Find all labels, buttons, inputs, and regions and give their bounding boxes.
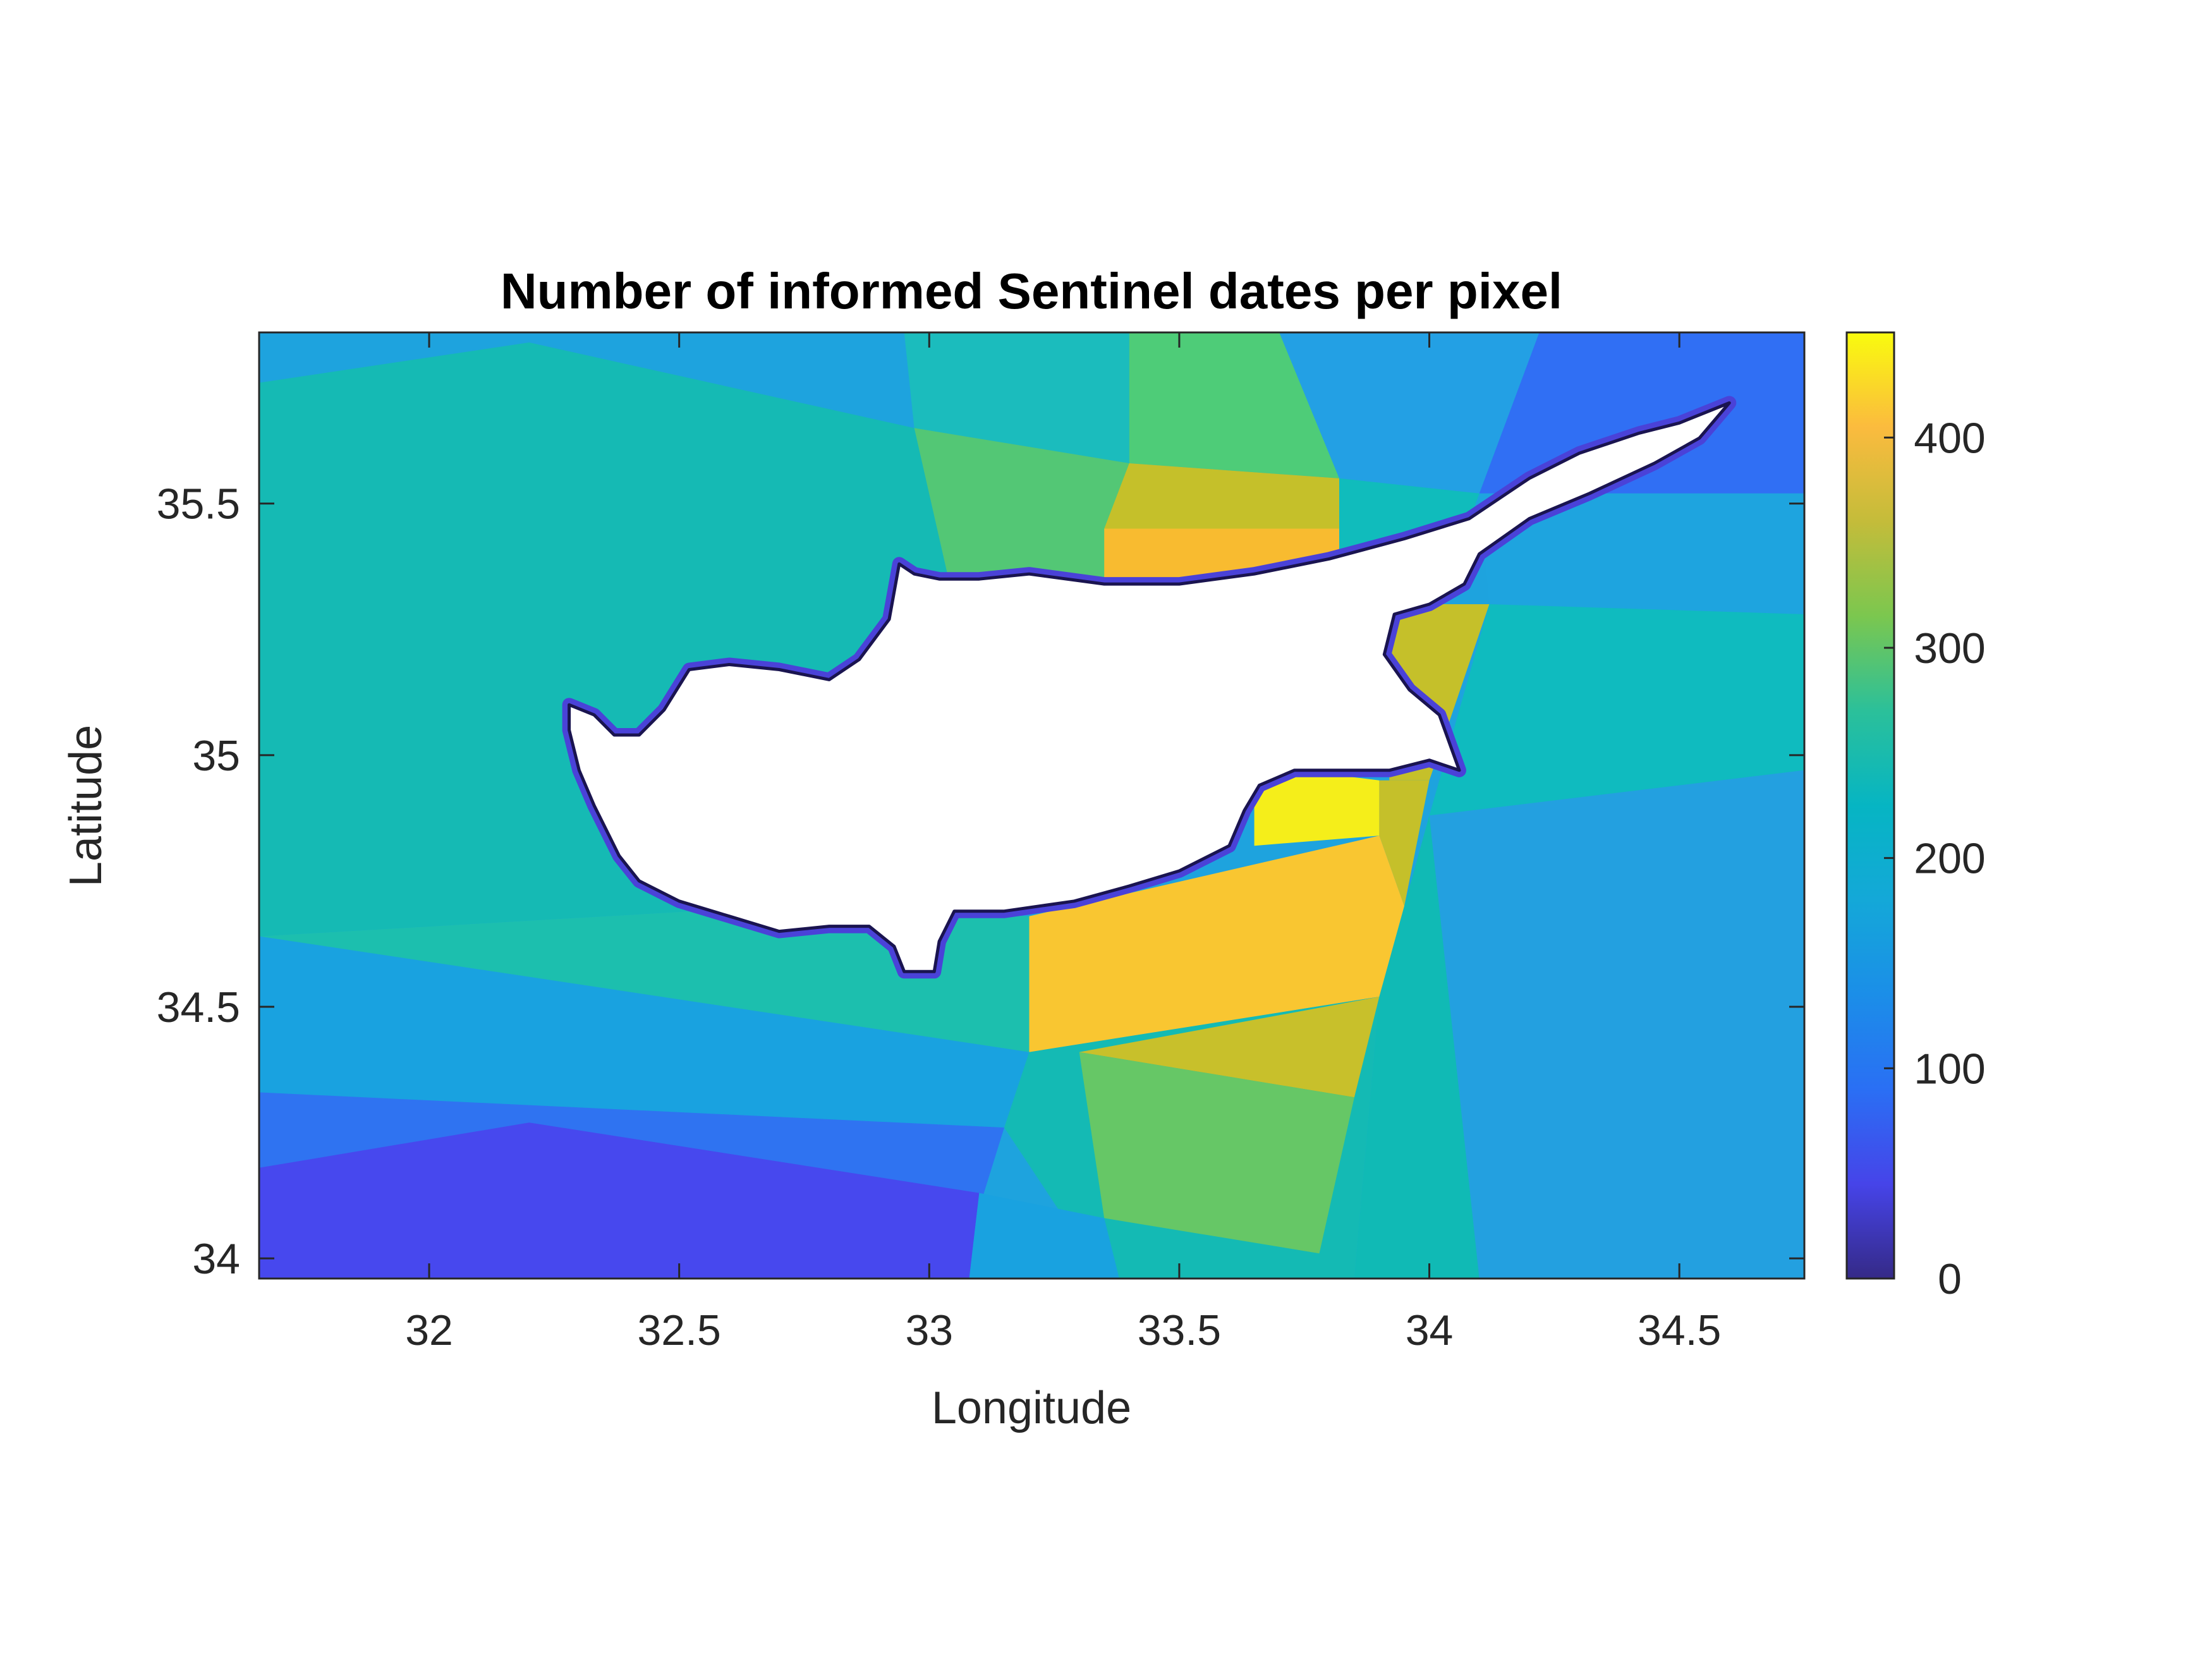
heatmap-region-7 <box>1104 463 1340 529</box>
x-tick-label-4: 34 <box>1406 1306 1454 1354</box>
heatmap-region-1 <box>904 332 1129 463</box>
colorbar-tick-label-0: 0 <box>1938 1255 1962 1303</box>
heatmap-regions <box>259 332 1804 1279</box>
x-axis-ticks: 32 32.5 33 33.5 34 34.5 <box>405 332 1721 1354</box>
heatmap-region-10 <box>1479 493 1804 614</box>
colorbar-tick-label-4: 400 <box>1914 414 1985 462</box>
x-tick-label-3: 33.5 <box>1138 1306 1221 1354</box>
heatmap-region-4 <box>1479 332 1804 494</box>
heatmap-region-3 <box>1279 332 1540 494</box>
heatmap-region-25 <box>969 1193 1119 1279</box>
y-tick-label-0: 34 <box>192 1235 240 1283</box>
land-mask <box>562 396 1737 979</box>
x-tick-label-5: 34.5 <box>1638 1306 1721 1354</box>
heatmap-region-17 <box>1354 815 1480 1279</box>
x-tick-label-2: 33 <box>905 1306 953 1354</box>
x-axis-label: Longitude <box>932 1383 1131 1433</box>
colorbar-ticks: 0 100 200 300 400 <box>1884 414 1986 1303</box>
heatmap-region-14 <box>1379 780 1430 906</box>
heatmap-region-13 <box>1254 765 1380 846</box>
y-axis-ticks: 34 34.5 35 35.5 <box>157 480 1804 1283</box>
colorbar: 0 100 200 300 400 <box>1845 331 1986 1303</box>
heatmap-region-15 <box>1029 836 1404 1052</box>
plot-frame <box>258 331 1806 1280</box>
colorbar-tick-label-1: 100 <box>1914 1045 1985 1093</box>
heatmap-region-24 <box>259 1122 980 1279</box>
x-tick-label-1: 32.5 <box>637 1306 720 1354</box>
y-tick-label-3: 35.5 <box>157 480 240 528</box>
heatmap-region-6 <box>914 428 1129 604</box>
heatmap-region-19 <box>259 936 1030 1128</box>
heatmap-region-0 <box>259 332 915 428</box>
y-tick-label-1: 34.5 <box>157 983 240 1031</box>
heatmap-region-21 <box>1079 997 1380 1098</box>
land-shape <box>568 401 1731 973</box>
chart-title: Number of informed Sentinel dates per pi… <box>501 263 1562 319</box>
heatmap-region-22 <box>1079 1052 1354 1254</box>
heatmap-region-16 <box>1404 770 1804 1279</box>
heatmap-region-18 <box>259 906 1030 1052</box>
colorbar-tick-label-2: 200 <box>1914 835 1985 883</box>
x-tick-label-0: 32 <box>405 1306 453 1354</box>
plot-area: 32 32.5 33 33.5 34 34.5 34 34.5 35 35.5 <box>157 331 1806 1354</box>
y-axis-label: Latitude <box>61 725 111 887</box>
colorbar-bar <box>1845 331 1895 1280</box>
colorbar-tick-label-3: 300 <box>1914 624 1985 672</box>
y-tick-label-2: 35 <box>192 732 240 780</box>
heatmap-region-12 <box>1429 604 1804 816</box>
heatmap-region-2 <box>1129 332 1340 478</box>
